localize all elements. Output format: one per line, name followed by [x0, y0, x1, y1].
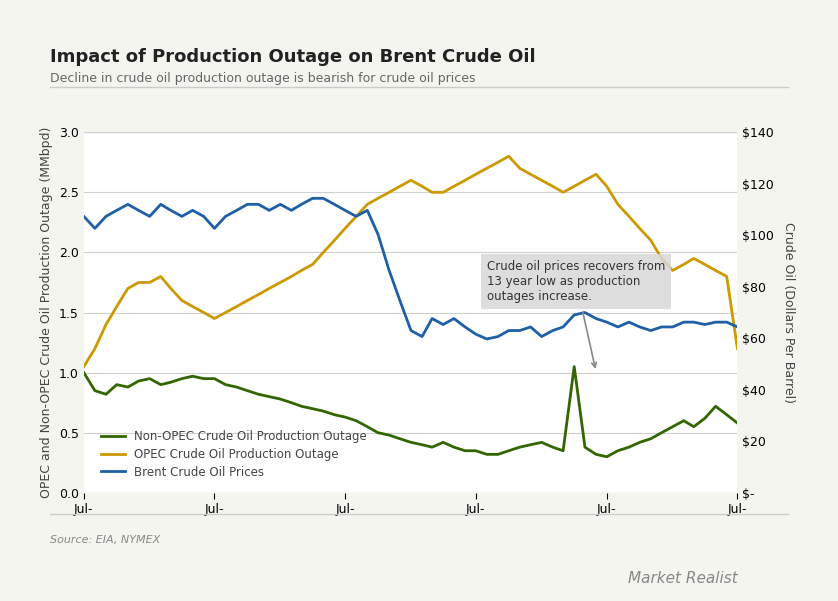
Text: Impact of Production Outage on Brent Crude Oil: Impact of Production Outage on Brent Cru…: [50, 48, 536, 66]
Text: Source: EIA, NYMEX: Source: EIA, NYMEX: [50, 535, 161, 545]
Text: Crude oil prices recovers from
13 year low as production
outages increase.: Crude oil prices recovers from 13 year l…: [487, 260, 665, 367]
Y-axis label: OPEC and Non-OPEC Crude Oil Production Outage (MMbpd): OPEC and Non-OPEC Crude Oil Production O…: [40, 127, 54, 498]
Text: Decline in crude oil production outage is bearish for crude oil prices: Decline in crude oil production outage i…: [50, 72, 476, 85]
Legend: Non-OPEC Crude Oil Production Outage, OPEC Crude Oil Production Outage, Brent Cr: Non-OPEC Crude Oil Production Outage, OP…: [96, 426, 371, 483]
Y-axis label: Crude Oil (Dollars Per Barrel): Crude Oil (Dollars Per Barrel): [782, 222, 795, 403]
Text: Market Realist: Market Realist: [628, 571, 737, 586]
